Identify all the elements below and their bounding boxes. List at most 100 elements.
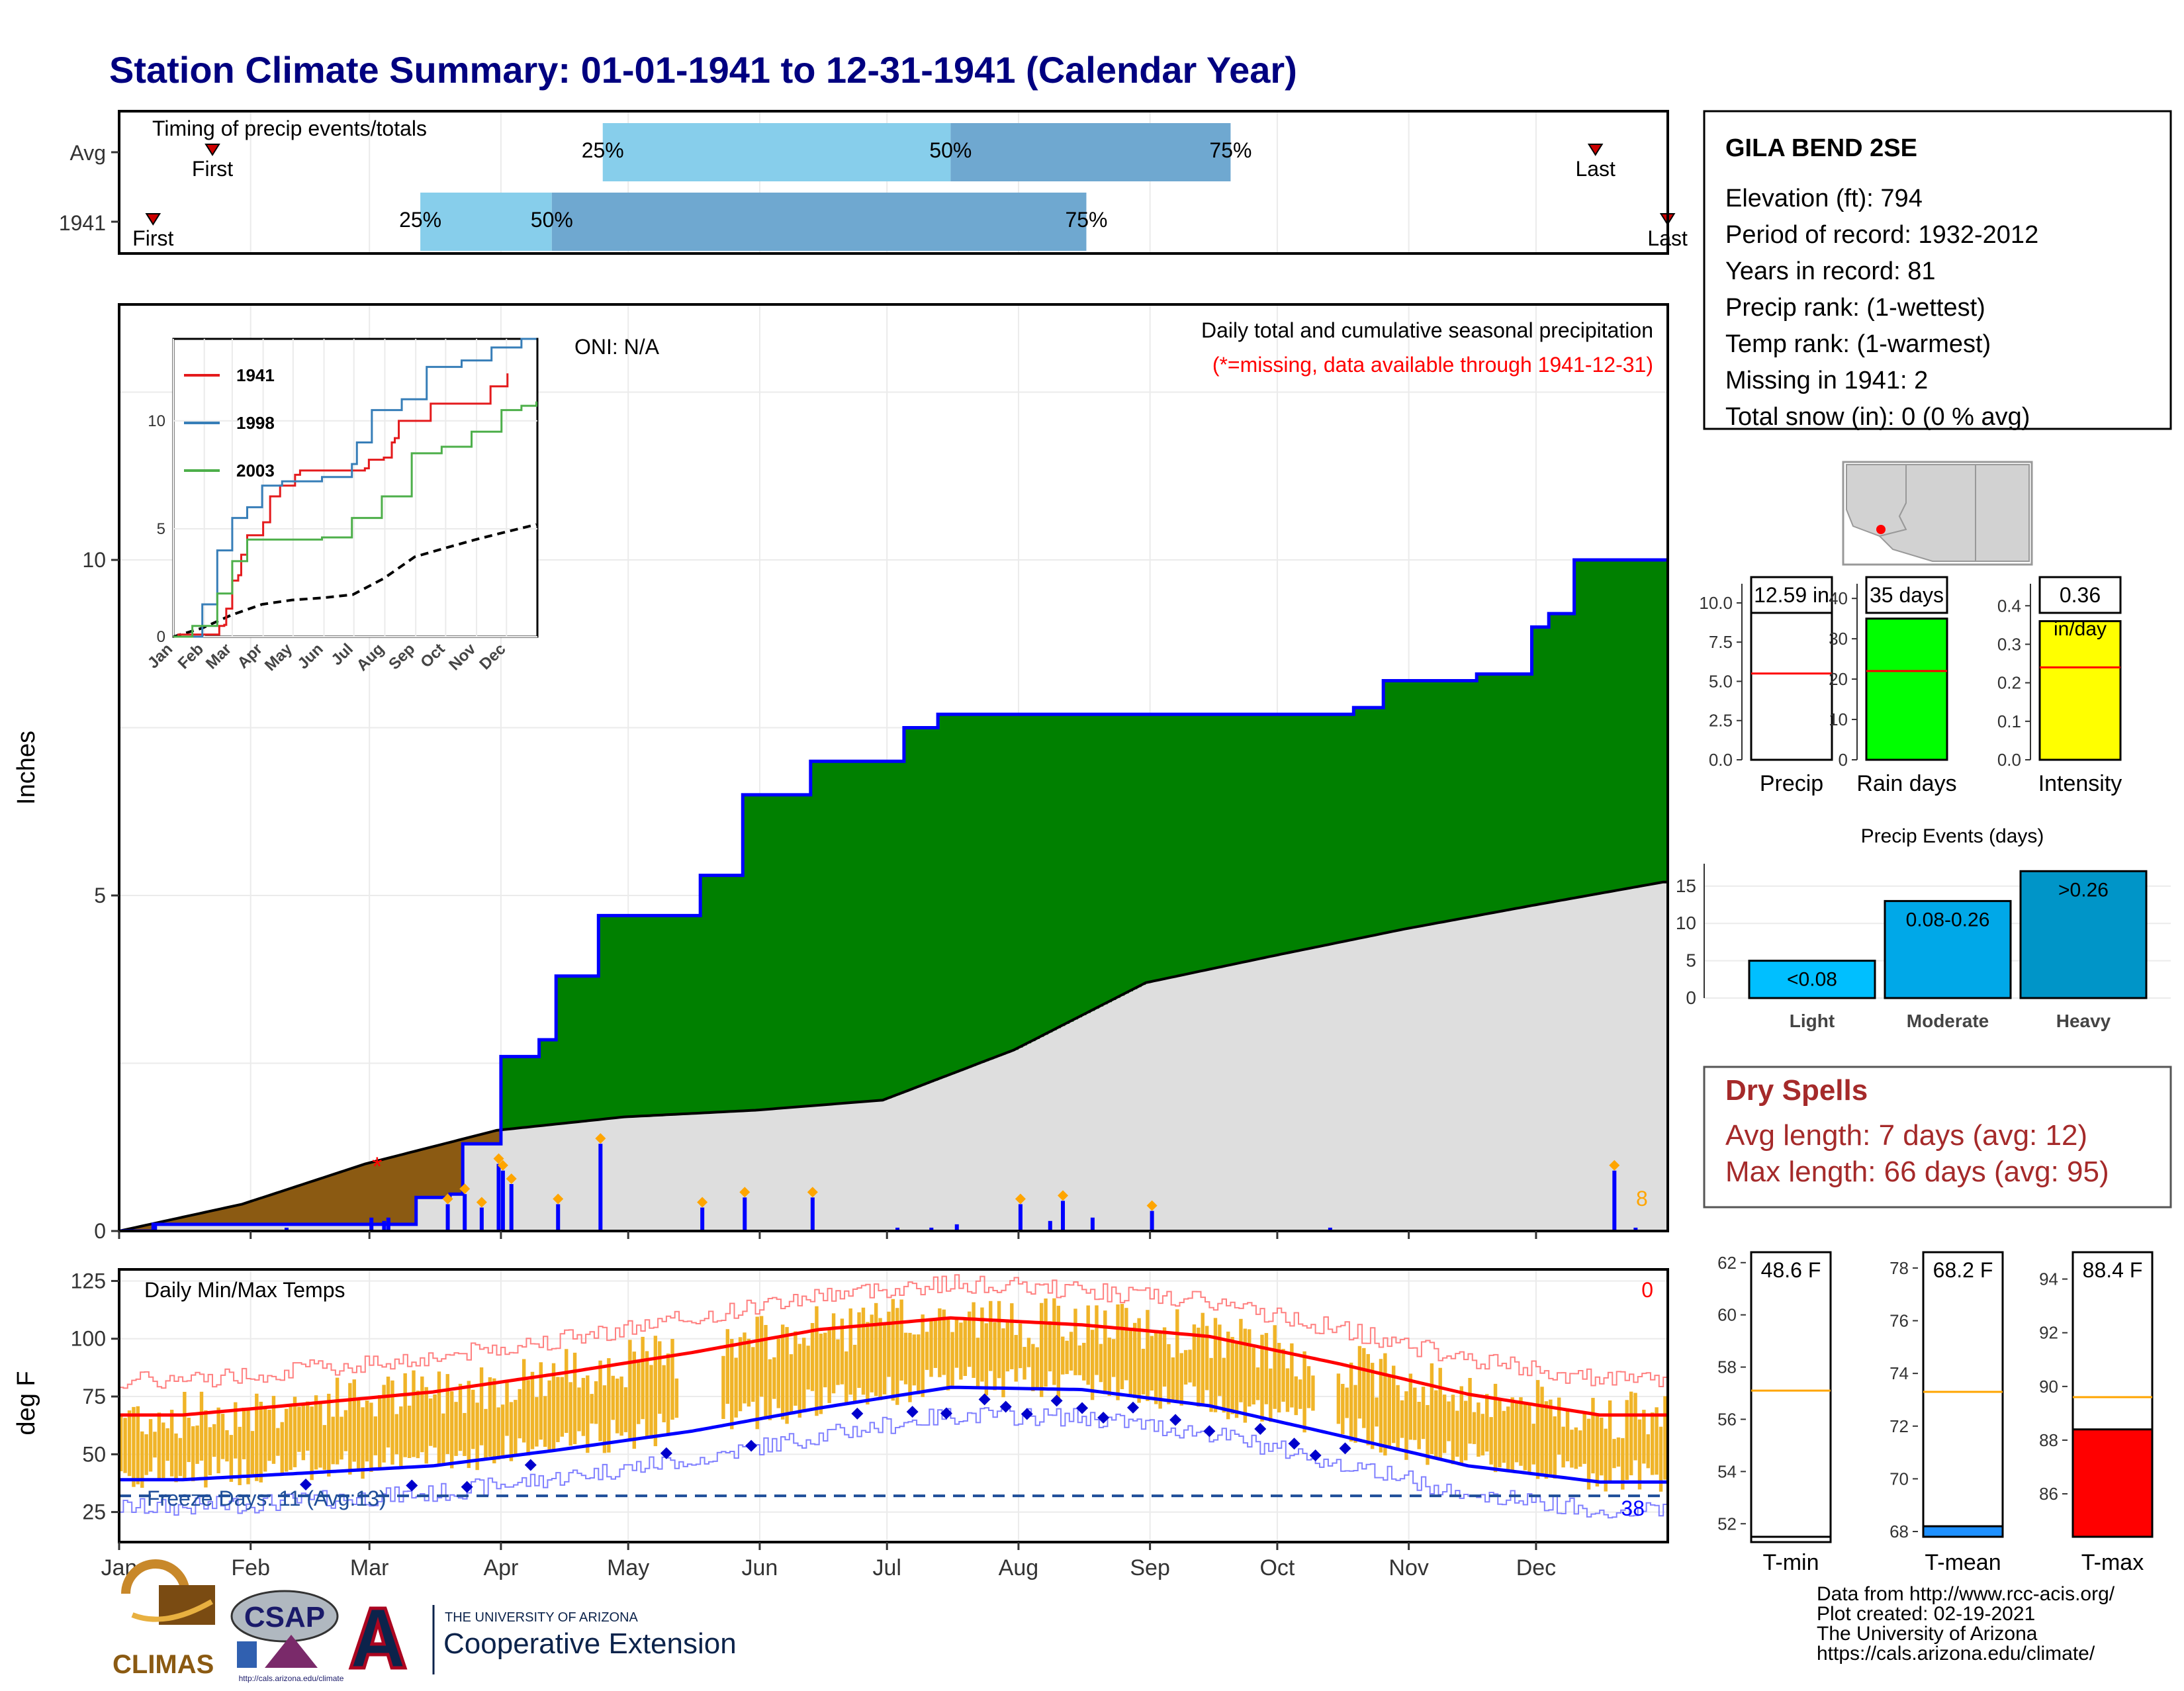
temp-bar-tick: 74 [1889, 1363, 1909, 1383]
record-low-marker [745, 1440, 758, 1452]
event-y-tick: 10 [1676, 913, 1696, 933]
daily-temp-bar [976, 1338, 980, 1389]
daily-temp-bar [963, 1320, 967, 1376]
daily-temp-bar [1426, 1404, 1430, 1465]
daily-temp-bar [165, 1428, 169, 1461]
station-line-4: Precip rank: (1-wettest) [1725, 294, 1985, 322]
summary-bar-tick: 40 [1829, 588, 1848, 608]
daily-temp-bar [530, 1371, 535, 1449]
daily-temp-bar [445, 1374, 449, 1454]
temp-bar-tick: 52 [1717, 1514, 1737, 1533]
event-bar-label: >0.26 [2058, 879, 2109, 901]
daily-temp-bar [1158, 1332, 1162, 1409]
daily-temp-bar [301, 1404, 306, 1461]
daily-precip-bar [284, 1227, 289, 1231]
daily-temp-bar [1413, 1387, 1417, 1440]
daily-temp-bar [1273, 1325, 1277, 1409]
daily-temp-bar [153, 1432, 157, 1458]
daily-temp-bar [403, 1373, 407, 1457]
event-y-tick: 5 [1686, 950, 1696, 971]
summary-bar-value: 0.36 [2060, 583, 2101, 607]
inset-2003-line [173, 401, 537, 638]
record-low-marker [1254, 1423, 1267, 1436]
summary-bar-tick: 0.0 [1709, 750, 1733, 770]
event-category-label: Moderate [1907, 1011, 1989, 1031]
daily-temp-bar [496, 1407, 500, 1460]
daily-temp-bar [572, 1352, 577, 1445]
daily-temp-bar [191, 1426, 195, 1482]
daily-temp-bar [1120, 1304, 1124, 1389]
daily-temp-bar [1527, 1404, 1531, 1474]
daily-temp-bar [1077, 1345, 1082, 1375]
daily-temp-bar [543, 1396, 547, 1447]
daily-temp-bar [255, 1393, 259, 1481]
daily-precip-bar [1090, 1217, 1095, 1231]
daily-temp-bar [1489, 1417, 1493, 1465]
temp-bar-tick: 94 [2039, 1269, 2058, 1289]
daily-temp-bar [840, 1318, 844, 1385]
daily-temp-bar [776, 1338, 780, 1408]
summary-bar-tick: 0.4 [1997, 596, 2021, 616]
last-event-label: Last [1575, 157, 1615, 181]
daily-temp-bar [908, 1332, 912, 1402]
timing-bar-25-50 [420, 193, 552, 251]
daily-temp-bar [1162, 1327, 1167, 1387]
summary-bar-rain-days [1865, 617, 1948, 761]
last-event-marker [1587, 144, 1604, 156]
daily-temp-bar [734, 1357, 738, 1418]
daily-temp-bar [1065, 1340, 1069, 1375]
heavy-event-marker [497, 1160, 508, 1171]
daily-temp-bar [361, 1407, 365, 1479]
temp-bar-tick: 90 [2039, 1377, 2058, 1396]
record-max-line [119, 1274, 1668, 1389]
record-low-marker [1050, 1394, 1063, 1407]
daily-temp-bar [183, 1392, 187, 1479]
daily-temp-bar [1154, 1331, 1158, 1404]
daily-temp-bar [220, 1414, 225, 1459]
daily-precip-bar [382, 1220, 387, 1231]
daily-temp-bar [836, 1339, 840, 1385]
daily-temp-bar [373, 1416, 378, 1455]
month-label: Oct [1259, 1555, 1295, 1580]
daily-temp-bar [306, 1401, 310, 1451]
daily-temp-bar [794, 1331, 797, 1406]
daily-precip-bar [386, 1217, 390, 1231]
daily-temp-bar [148, 1419, 153, 1472]
precip-missing-note: (*=missing, data available through 1941-… [1212, 353, 1653, 377]
daily-temp-bar [755, 1316, 759, 1430]
summary-bar-intensity [2038, 620, 2122, 761]
daily-temp-bar [1646, 1434, 1651, 1469]
university-name: THE UNIVERSITY OF ARIZONA [445, 1610, 639, 1625]
daily-temp-bar [144, 1434, 148, 1475]
daily-temp-bar [437, 1371, 441, 1464]
daily-temp-bar [942, 1309, 946, 1375]
inset-legend-label: 1998 [236, 413, 275, 433]
daily-temp-bar [743, 1332, 747, 1404]
timing-row-avg-label: Avg [69, 141, 106, 165]
daily-temp-bar [484, 1408, 488, 1459]
daily-temp-bar [848, 1308, 852, 1395]
daily-precip-bar [895, 1227, 900, 1231]
daily-precip-bar [479, 1207, 484, 1231]
daily-temp-bar [619, 1376, 623, 1436]
daily-temp-bar [284, 1408, 289, 1472]
daily-temp-bar [479, 1367, 484, 1445]
first-event-label: First [132, 226, 173, 250]
daily-temp-bar [535, 1396, 539, 1447]
daily-temp-bar [725, 1329, 730, 1404]
daily-temp-bar [1468, 1378, 1472, 1444]
daily-temp-bar [590, 1394, 594, 1424]
daily-temp-bar [1264, 1333, 1269, 1404]
daily-temp-bar [293, 1396, 297, 1467]
daily-temp-bar [819, 1333, 823, 1414]
daily-precip-bar [700, 1207, 705, 1231]
inset-1998-line [173, 338, 537, 638]
daily-temp-bar [1519, 1397, 1523, 1466]
daily-temp-bar [959, 1322, 963, 1380]
daily-temp-bar [984, 1323, 989, 1396]
daily-temp-bar [1056, 1305, 1061, 1398]
daily-temp-bar [759, 1316, 764, 1397]
daily-temp-bar [1044, 1298, 1048, 1387]
daily-temp-bar [280, 1422, 284, 1475]
climas-logo-text: CLIMAS [113, 1650, 214, 1679]
